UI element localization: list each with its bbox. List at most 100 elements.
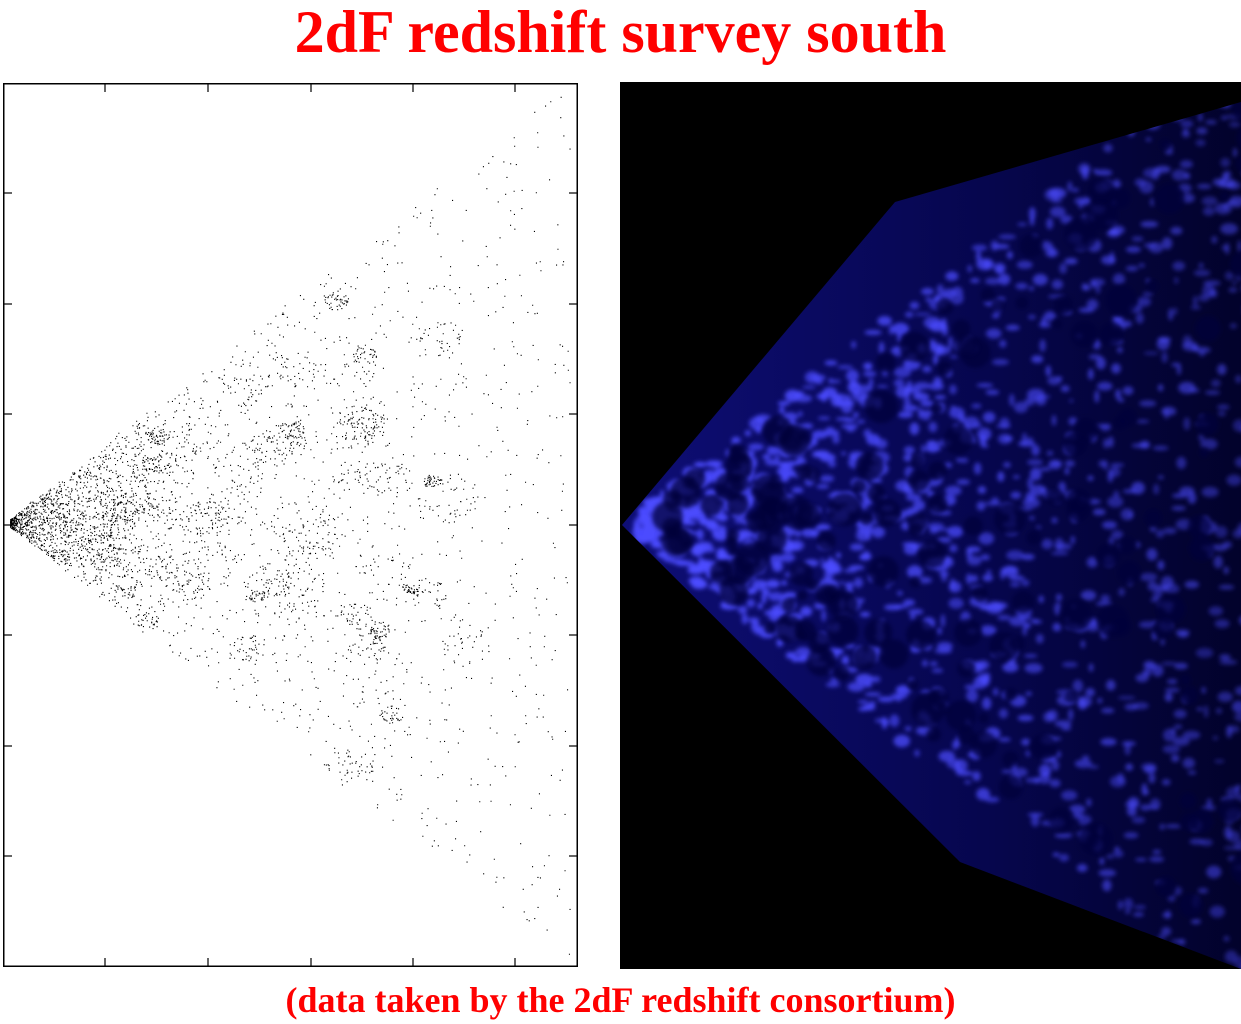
filament-blob — [1060, 215, 1073, 224]
filament-blob — [1009, 393, 1015, 407]
filament-blob — [698, 518, 717, 526]
filament-blob — [995, 265, 1004, 275]
filament-blob — [1133, 905, 1147, 910]
void-region — [1085, 834, 1100, 848]
void-region — [908, 512, 928, 533]
filament-blob — [1021, 553, 1035, 561]
filament-blob — [1132, 912, 1145, 917]
filament-blob — [1224, 271, 1235, 281]
filament-blob — [777, 465, 794, 478]
filament-blob — [856, 525, 874, 534]
filament-blob — [1107, 496, 1124, 508]
void-region — [1195, 315, 1221, 342]
void-region — [911, 453, 925, 468]
filament-blob — [1024, 397, 1035, 406]
filament-blob — [824, 427, 836, 437]
filament-blob — [1156, 338, 1170, 351]
void-region — [954, 618, 983, 647]
void-region — [796, 629, 808, 641]
void-region — [1179, 792, 1197, 810]
filament-blob — [978, 532, 995, 545]
filament-blob — [1237, 522, 1241, 536]
filament-blob — [642, 531, 657, 541]
void-region — [1070, 320, 1099, 348]
filament-blob — [1028, 207, 1036, 220]
filament-blob — [977, 486, 987, 494]
filament-blob — [1205, 120, 1217, 125]
filament-blob — [1113, 850, 1124, 858]
void-region — [1117, 560, 1141, 585]
filament-blob — [1077, 698, 1088, 710]
void-region — [1144, 509, 1162, 527]
void-region — [991, 298, 1005, 312]
filament-blob — [1179, 486, 1195, 496]
filament-blob — [637, 513, 653, 527]
void-region — [1180, 686, 1199, 705]
filament-blob — [904, 726, 912, 732]
filament-blob — [1029, 516, 1035, 520]
filament-blob — [821, 609, 827, 622]
filament-blob — [1026, 388, 1045, 401]
filament-blob — [977, 427, 992, 441]
filament-blob — [1234, 839, 1241, 851]
filament-blob — [992, 687, 999, 696]
void-region — [963, 516, 983, 536]
void-region — [834, 666, 850, 682]
filament-blob — [693, 461, 707, 468]
filament-blob — [1138, 263, 1145, 268]
page-title: 2dF redshift survey south — [294, 0, 947, 65]
filament-blob — [897, 591, 903, 596]
density-field-map — [620, 82, 1241, 969]
filament-blob — [853, 577, 864, 588]
filament-blob — [909, 301, 920, 310]
filament-blob — [1093, 168, 1098, 173]
filament-blob — [1116, 346, 1123, 354]
void-region — [806, 646, 837, 677]
filament-blob — [1226, 181, 1241, 190]
filament-blob — [1005, 324, 1020, 331]
filament-blob — [1056, 593, 1062, 602]
filament-blob — [905, 493, 922, 502]
filament-blob — [1184, 172, 1191, 180]
void-region — [827, 492, 862, 527]
filament-blob — [1201, 196, 1218, 206]
filament-blob — [1226, 474, 1241, 486]
filament-blob — [1118, 320, 1132, 328]
filament-blob — [1103, 460, 1108, 471]
void-region — [1030, 733, 1057, 760]
filament-blob — [1048, 459, 1062, 470]
filament-blob — [1095, 283, 1101, 294]
void-region — [1118, 536, 1136, 555]
filament-blob — [1070, 535, 1075, 545]
filament-blob — [949, 384, 957, 395]
void-region — [945, 700, 977, 732]
filament-blob — [1054, 832, 1073, 839]
filament-blob — [1202, 206, 1215, 216]
filament-blob — [820, 558, 825, 563]
filament-blob — [832, 433, 840, 444]
void-region — [1087, 177, 1115, 205]
filament-blob — [1235, 793, 1241, 802]
void-region — [993, 503, 1026, 535]
filament-blob — [1010, 491, 1022, 499]
filament-blob — [1180, 120, 1194, 128]
filament-blob — [956, 479, 970, 485]
filament-blob — [637, 507, 648, 516]
filament-blob — [1031, 619, 1039, 624]
filament-blob — [966, 546, 981, 553]
filament-blob — [1235, 375, 1241, 384]
filament-blob — [897, 332, 902, 343]
filament-blob — [983, 260, 991, 269]
void-region — [1199, 447, 1210, 458]
filament-blob — [1098, 869, 1116, 877]
filament-blob — [746, 598, 756, 608]
filament-blob — [903, 544, 919, 555]
filament-blob — [992, 359, 1009, 366]
filament-blob — [1125, 265, 1139, 272]
filament-blob — [1162, 744, 1181, 754]
filament-blob — [1160, 637, 1165, 646]
filament-blob — [1044, 188, 1061, 201]
filament-blob — [737, 605, 748, 615]
filament-blob — [1023, 622, 1031, 629]
filament-blob — [1009, 582, 1021, 587]
